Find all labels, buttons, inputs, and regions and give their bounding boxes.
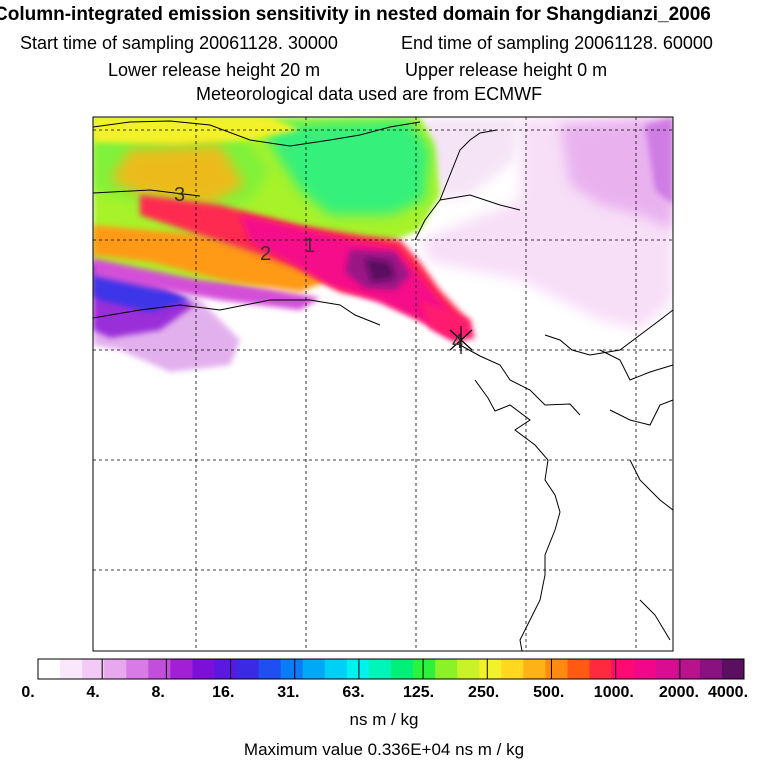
upper-release-label: Upper release height 0 m — [405, 60, 608, 80]
colorbar-swatch — [170, 659, 193, 679]
colorbar-tick-label: 4000. — [707, 684, 749, 701]
colorbar-swatch — [82, 659, 105, 679]
colorbar-tick-label: 1000. — [593, 684, 634, 701]
colorbar-swatch — [457, 659, 480, 679]
colorbar-tick-label: 500. — [533, 684, 565, 701]
trajectory-label-2: 2 — [260, 243, 271, 265]
start-time-label: Start time of sampling 20061128. 30000 — [20, 33, 338, 53]
colorbar — [37, 658, 745, 680]
trajectory-label-1: 1 — [304, 235, 315, 257]
maximum-value-label: Maximum value 0.336E+04 ns m / kg — [243, 740, 525, 759]
colorbar-tick-label: 16. — [212, 684, 235, 701]
colorbar-tick-label: 250. — [468, 684, 500, 701]
lower-release-label: Lower release height 20 m — [108, 60, 321, 80]
colorbar-swatch — [479, 659, 502, 679]
colorbar-swatch — [611, 659, 635, 679]
colorbar-tick-label: 125. — [402, 684, 435, 701]
colorbar-swatch — [60, 659, 83, 679]
sensitivity-field — [93, 117, 673, 372]
colorbar-tick-label: 31. — [277, 684, 300, 701]
colorbar-swatch — [523, 659, 546, 679]
colorbar-tick-label: 8. — [151, 684, 165, 701]
colorbar-swatch — [192, 659, 215, 679]
colorbar-swatch — [38, 659, 61, 679]
colorbar-tick-label: 2000. — [658, 684, 699, 701]
colorbar-swatch — [391, 659, 414, 679]
colorbar-swatch — [346, 659, 370, 679]
colorbar-swatch — [567, 659, 591, 679]
colorbar-swatch — [699, 659, 723, 679]
colorbar-swatch — [214, 659, 238, 679]
colorbar-tick-label: 0. — [21, 684, 35, 701]
colorbar-frame — [37, 658, 745, 680]
colorbar-swatch — [413, 659, 436, 679]
colorbar-swatch — [126, 659, 149, 679]
colorbar-swatch — [302, 659, 326, 679]
colorbar-swatch — [677, 659, 701, 679]
colorbar-swatch — [545, 659, 568, 679]
colorbar-swatch — [501, 659, 524, 679]
colorbar-swatch — [280, 659, 304, 679]
colorbar-swatch — [236, 659, 260, 679]
colorbar-swatch — [721, 659, 745, 679]
met-data-label: Meteorological data used are from ECMWF — [196, 84, 543, 104]
plot-title: Column-integrated emission sensitivity i… — [0, 4, 711, 25]
trajectory-label-3: 3 — [174, 184, 185, 206]
trajectory-label-4: 4 — [452, 331, 463, 353]
map-frame — [92, 116, 674, 652]
colorbar-swatch — [148, 659, 171, 679]
end-time-label: End time of sampling 20061128. 60000 — [401, 33, 713, 53]
colorbar-unit: ns m / kg — [349, 710, 419, 729]
coastlines — [92, 120, 674, 652]
colorbar-swatch — [258, 659, 282, 679]
colorbar-swatch — [435, 659, 458, 679]
colorbar-swatch — [589, 659, 613, 679]
lat-lon-grid — [93, 117, 673, 651]
colorbar-swatch — [324, 659, 348, 679]
colorbar-tick-label: 4. — [86, 684, 100, 701]
colorbar-swatch — [655, 659, 679, 679]
release-site-marker — [449, 326, 473, 354]
colorbar-tick-label: 63. — [342, 684, 365, 701]
colorbar-swatch — [368, 659, 392, 679]
colorbar-swatch — [104, 659, 127, 679]
colorbar-swatch — [633, 659, 657, 679]
